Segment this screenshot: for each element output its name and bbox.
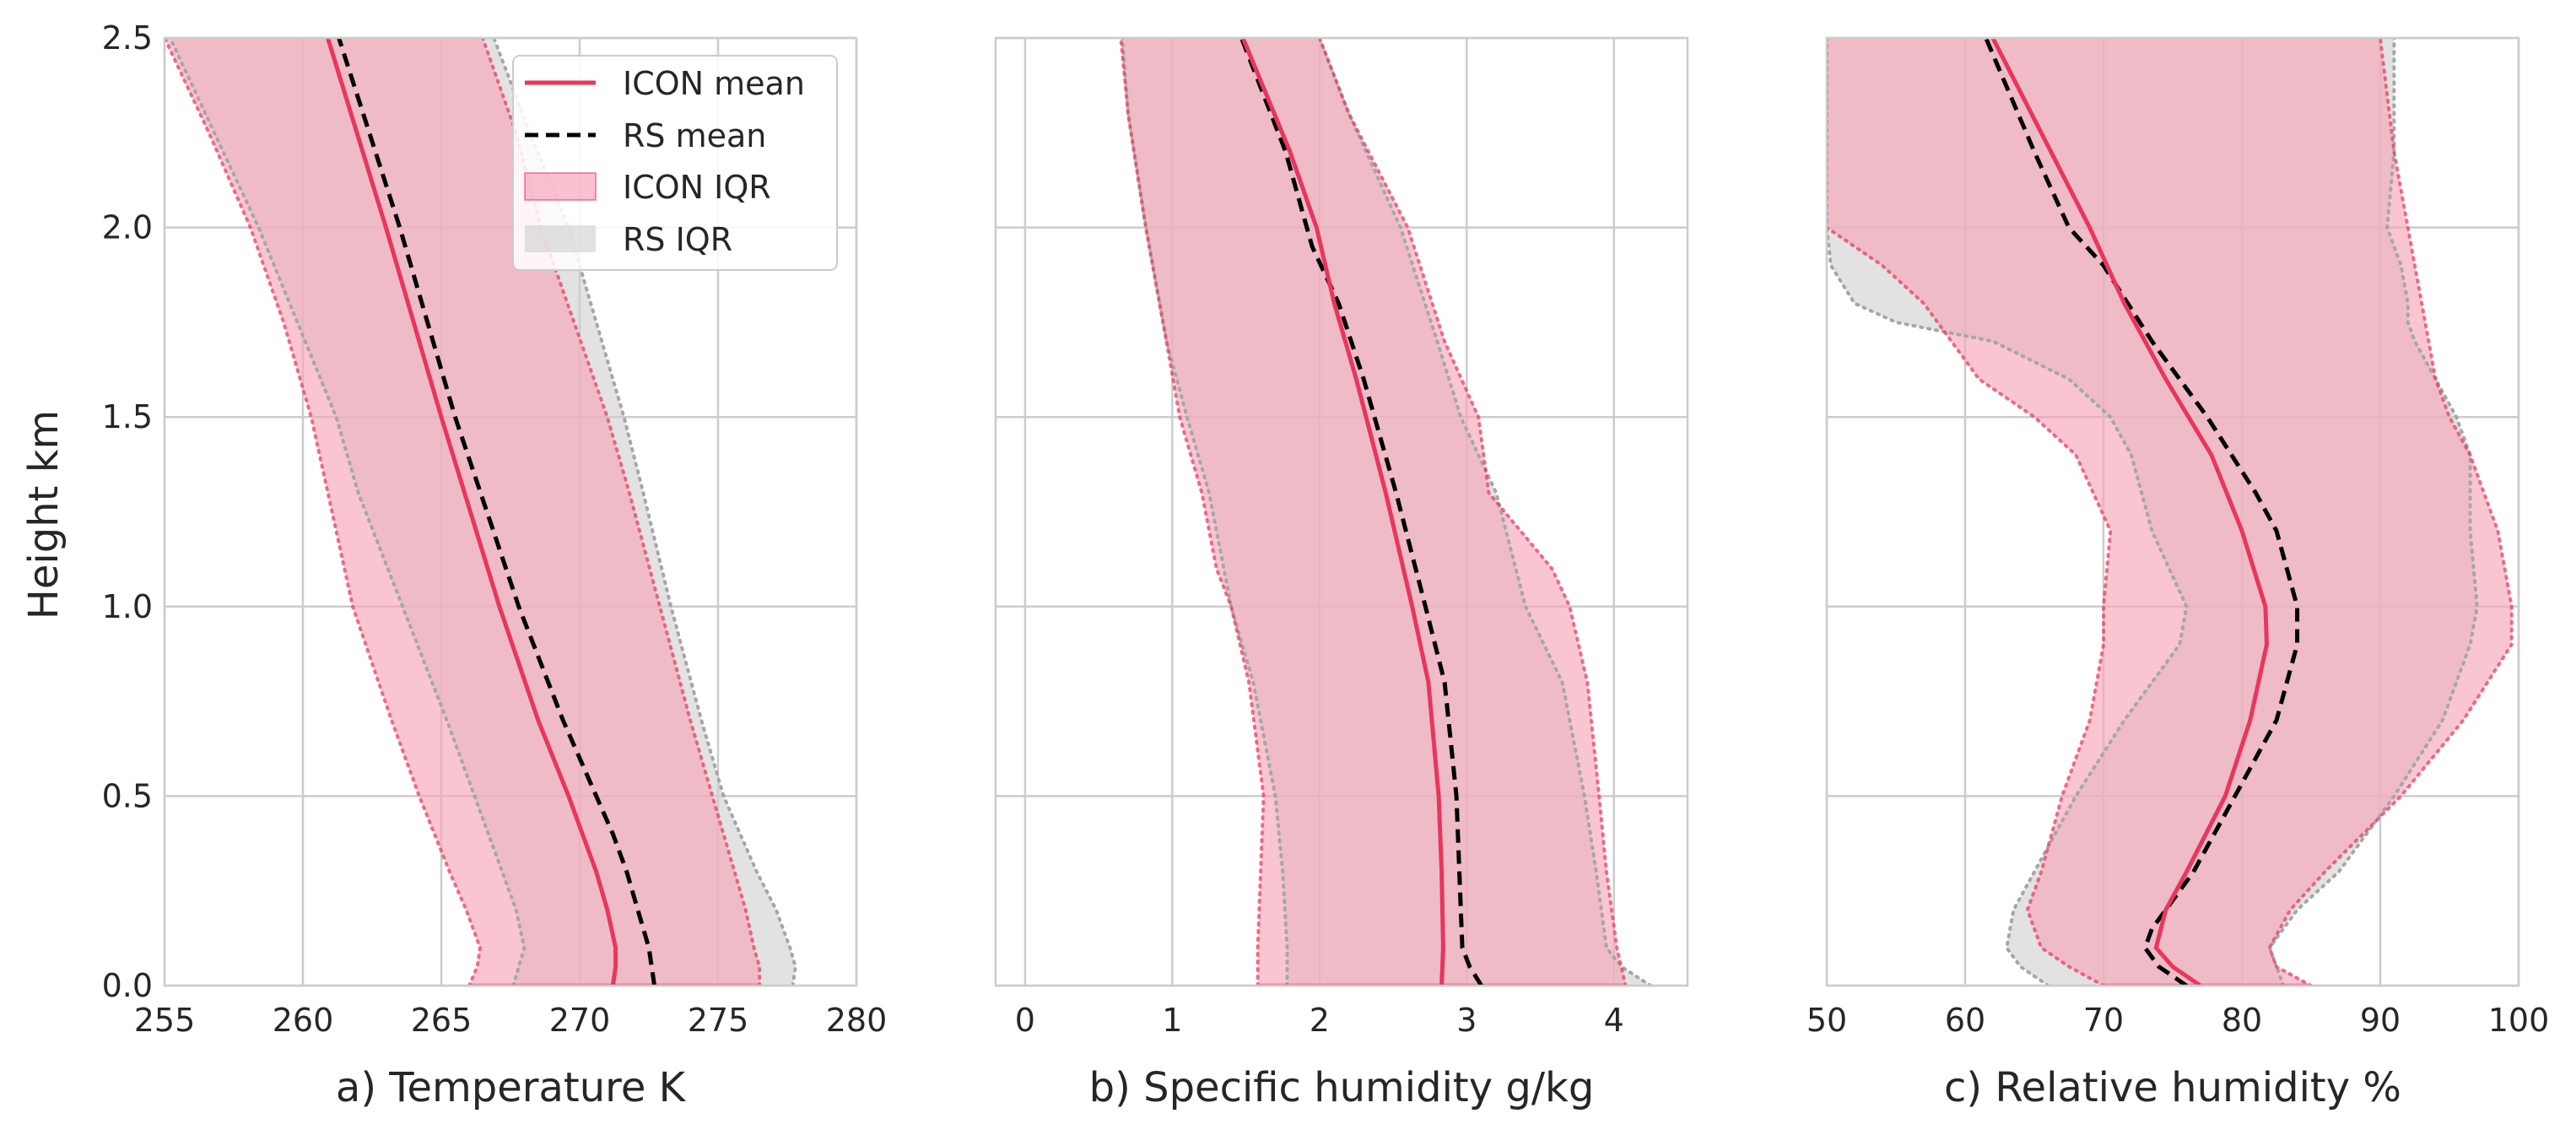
y-tick-label: 2.5 xyxy=(102,19,153,57)
legend-frame xyxy=(512,55,838,271)
rs-mean-line xyxy=(1239,38,1483,986)
icon-iqr-band xyxy=(165,38,760,986)
x-tick-label-relative-humidity: 100 xyxy=(2488,1002,2550,1039)
x-tick-label-relative-humidity: 80 xyxy=(2222,1002,2262,1039)
x-axis-label-temperature: a) Temperature K xyxy=(336,1064,687,1111)
x-tick-label-relative-humidity: 50 xyxy=(1806,1002,1847,1039)
icon-iqr-band xyxy=(1121,38,1626,986)
x-tick-label-specific-humidity: 2 xyxy=(1310,1002,1330,1039)
icon-mean-line xyxy=(1990,38,2270,986)
x-tick-label-temperature: 265 xyxy=(411,1002,473,1039)
axes-frame xyxy=(163,36,858,987)
rs-mean-line xyxy=(1984,38,2300,986)
y-tick-label: 2.0 xyxy=(102,209,153,246)
icon-iqr-edge-upper xyxy=(1317,38,1628,986)
x-tick-label-temperature: 275 xyxy=(688,1002,749,1039)
icon-iqr-edge-lower xyxy=(165,38,482,986)
legend-label-rs-iqr: RS IQR xyxy=(623,221,732,258)
rs-iqr-edge-upper xyxy=(1317,38,1653,986)
x-tick-label-temperature: 260 xyxy=(273,1002,334,1039)
legend-label-rs-mean: RS mean xyxy=(623,117,766,154)
legend-swatch-rs-iqr xyxy=(525,225,596,252)
y-tick-label: 1.5 xyxy=(102,398,153,435)
y-tick-label: 1.0 xyxy=(102,588,153,625)
rs-mean-line xyxy=(337,38,657,986)
x-axis-label-specific-humidity: b) Specific humidity g/kg xyxy=(1089,1064,1595,1111)
icon-mean-line xyxy=(326,38,618,986)
legend-label-icon-iqr: ICON IQR xyxy=(623,169,771,206)
panel-relative-humidity: 50 60 70 80 90 100 xyxy=(1806,36,2550,1039)
x-tick-label-relative-humidity: 60 xyxy=(1945,1002,1985,1039)
y-tick-label: 0.5 xyxy=(102,777,153,814)
legend: ICON mean RS mean ICON IQR RS IQR xyxy=(512,55,838,271)
x-axis-label-relative-humidity: c) Relative humidity % xyxy=(1944,1064,2401,1111)
x-tick-label-temperature: 270 xyxy=(549,1002,611,1039)
x-tick-label-relative-humidity: 70 xyxy=(2083,1002,2124,1039)
y-axis-label: Height km xyxy=(20,410,68,619)
rs-iqr-edge-upper xyxy=(2267,38,2479,986)
rs-iqr-edge-lower xyxy=(168,38,527,986)
legend-label-icon-mean: ICON mean xyxy=(623,65,805,102)
x-tick-label-temperature: 280 xyxy=(826,1002,888,1039)
icon-iqr-edge-upper xyxy=(2267,38,2514,986)
x-tick-label-relative-humidity: 90 xyxy=(2360,1002,2400,1039)
plot-area xyxy=(1827,38,2514,986)
x-tick-label-specific-humidity: 3 xyxy=(1456,1002,1477,1039)
panel-specific-humidity: 0 1 2 3 4 xyxy=(994,36,1689,1039)
axes-frame xyxy=(1825,36,2520,987)
icon-iqr-edge-lower xyxy=(1827,38,2113,986)
axes-frame xyxy=(994,36,1689,987)
legend-swatch-icon-iqr xyxy=(524,172,597,201)
icon-mean-line xyxy=(1240,38,1445,986)
plot-area xyxy=(165,38,797,986)
x-tick-label-specific-humidity: 1 xyxy=(1162,1002,1182,1039)
x-tick-label-specific-humidity: 0 xyxy=(1015,1002,1035,1039)
icon-iqr-edge-lower xyxy=(1119,38,1266,986)
rs-iqr-edge-lower xyxy=(1121,38,1289,986)
y-tick-label: 0.0 xyxy=(102,967,153,1004)
icon-iqr-band xyxy=(1827,38,2512,986)
panel-temperature: 255 260 265 270 275 280 0.0 0.5 1.0 1.5 2.0 2.5 xyxy=(102,19,888,1039)
rs-iqr-edge-lower xyxy=(1827,38,2189,986)
x-tick-label-specific-humidity: 4 xyxy=(1604,1002,1624,1039)
x-tick-label-temperature: 255 xyxy=(134,1002,196,1039)
